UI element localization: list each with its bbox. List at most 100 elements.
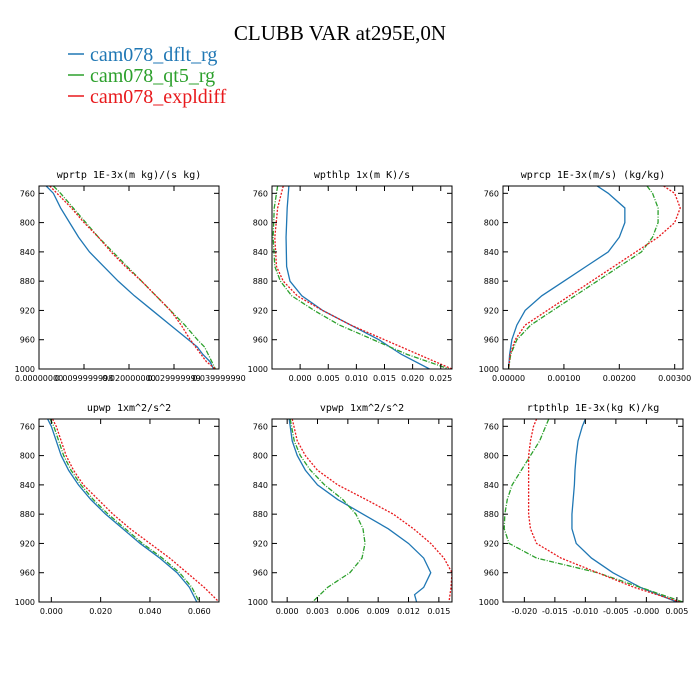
series-line-cam078-qt5-rg [272,186,450,369]
series-line-cam078-qt5-rg [52,186,216,369]
x-tick-label: 0.000 [40,607,63,616]
x-tick-label: 0.00000000 [15,374,63,383]
y-tick-label: 960 [20,336,35,345]
x-tick-label: 0.00000 [492,374,525,383]
x-tick-label: 0.020 [89,607,112,616]
y-tick-label: 840 [253,248,268,257]
y-tick-label: 880 [253,277,268,286]
y-tick-label: 960 [484,569,499,578]
x-tick-label: 0.000 [289,374,312,383]
x-tick-label: -0.000 [633,607,659,616]
x-tick-label: 0.020000000 [102,374,155,383]
x-tick-label: -0.010 [572,607,598,616]
panel-title: rtpthlp 1E-3x(kg K)/kg [527,403,659,414]
panel-1: wprtp 1E-3x(m kg)/(s kg) 760 800 840 880 920 9… [15,170,246,383]
x-tick-label: 0.025 [429,374,452,383]
panel-title: wprtp 1E-3x(m kg)/(s kg) [57,170,202,181]
series-line-cam078-dflt-rg [285,186,430,369]
series-line-cam078-qt5-rg [289,419,366,602]
y-tick-label: 920 [253,306,268,315]
y-tick-label: 840 [484,248,499,257]
panel-title: vpwp 1xm^2/s^2 [320,403,404,414]
y-tick-label: 880 [20,510,35,519]
plot-frame [271,418,453,603]
y-tick-label: 800 [253,452,268,461]
series-line-cam078-expldiff [507,186,681,369]
y-tick-label: 920 [484,306,499,315]
y-tick-label: 960 [20,569,35,578]
series-line-cam078-expldiff [291,419,452,602]
y-tick-label: 760 [20,189,35,198]
panel-title: upwp 1xm^2/s^2 [87,403,171,414]
x-tick-label: 0.010 [345,374,368,383]
y-tick-label: 920 [20,306,35,315]
y-tick-label: 880 [484,510,499,519]
y-tick-label: 1000 [15,598,35,607]
y-tick-label: 920 [484,539,499,548]
legend: cam078_dflt_rg cam078_qt5_rg cam078_expl… [68,44,227,108]
panel-grid: wprtp 1E-3x(m kg)/(s kg) 760 800 840 880 920 9… [15,170,692,616]
series-line-cam078-qt5-rg [503,419,683,602]
series-line-cam078-dflt-rg [288,419,432,602]
y-tick-label: 960 [253,569,268,578]
y-tick-label: 840 [484,481,499,490]
series-line-cam078-expldiff [51,419,219,602]
y-tick-label: 880 [253,510,268,519]
series-line-cam078-dflt-rg [45,186,215,369]
plot-frame [502,185,684,370]
panel-6: rtpthlp 1E-3x(kg K)/kg 760 800 840 880 920 960… [479,403,689,616]
y-tick-label: 840 [253,481,268,490]
y-tick-label: 760 [484,189,499,198]
y-tick-label: 1000 [248,598,268,607]
y-tick-label: 960 [253,336,268,345]
x-tick-label: 0.006 [336,607,359,616]
panel-4: upwp 1xm^2/s^2 760 800 840 880 920 960 1000 0.00… [15,403,220,616]
y-tick-label: 1000 [15,365,35,374]
x-tick-label: -0.005 [603,607,629,616]
y-tick-label: 800 [20,452,35,461]
panel-title: wprcp 1E-3x(m/s) (kg/kg) [521,170,666,181]
y-tick-label: 1000 [479,598,499,607]
x-tick-label: 0.012 [397,607,420,616]
panel-3: wprcp 1E-3x(m/s) (kg/kg) 760 800 840 880 920 9… [479,170,692,383]
x-tick-label: 0.00300 [658,374,691,383]
y-tick-label: 1000 [248,365,268,374]
x-tick-label: -0.015 [542,607,568,616]
x-tick-label: 0.060 [188,607,211,616]
y-tick-label: 1000 [479,365,499,374]
x-tick-label: -0.020 [511,607,537,616]
x-tick-label: 0.040 [139,607,162,616]
y-tick-label: 880 [20,277,35,286]
plot-frame [38,418,220,603]
panel-2: wpthlp 1x(m K)/s 760 800 840 880 920 960 1000 0.… [248,170,453,383]
y-tick-label: 840 [20,481,35,490]
figure-title: CLUBB VAR at295E,0N [234,21,446,45]
series-line-cam078-dflt-rg [47,419,198,602]
y-tick-label: 800 [484,219,499,228]
legend-label-qt5: cam078_qt5_rg [90,65,215,87]
x-tick-label: 0.029999999 [147,374,200,383]
x-tick-label: 0.020 [401,374,424,383]
x-tick-label: 0.003 [306,607,329,616]
y-tick-label: 760 [253,189,268,198]
x-tick-label: 0.039999990 [192,374,245,383]
series-line-cam078-expldiff [49,186,216,369]
series-line-cam078-qt5-rg [49,419,200,602]
y-tick-label: 960 [484,336,499,345]
y-tick-label: 840 [20,248,35,257]
y-tick-label: 800 [20,219,35,228]
x-tick-label: 0.000 [276,607,299,616]
legend-label-dflt: cam078_dflt_rg [90,44,217,66]
y-tick-label: 760 [253,422,268,431]
x-tick-label: 0.015 [373,374,396,383]
panel-title: wpthlp 1x(m K)/s [314,170,410,181]
series-line-cam078-expldiff [274,186,452,369]
series-line-cam078-dflt-rg [571,419,678,602]
plot-frame [271,185,453,370]
x-tick-label: 0.0099999998 [55,374,114,383]
x-tick-label: 0.00200 [603,374,636,383]
y-tick-label: 920 [20,539,35,548]
legend-label-expldiff: cam078_expldiff [90,86,227,108]
panel-5: vpwp 1xm^2/s^2 760 800 840 880 920 960 1000 0.00… [248,403,453,616]
x-tick-label: 0.005 [665,607,688,616]
